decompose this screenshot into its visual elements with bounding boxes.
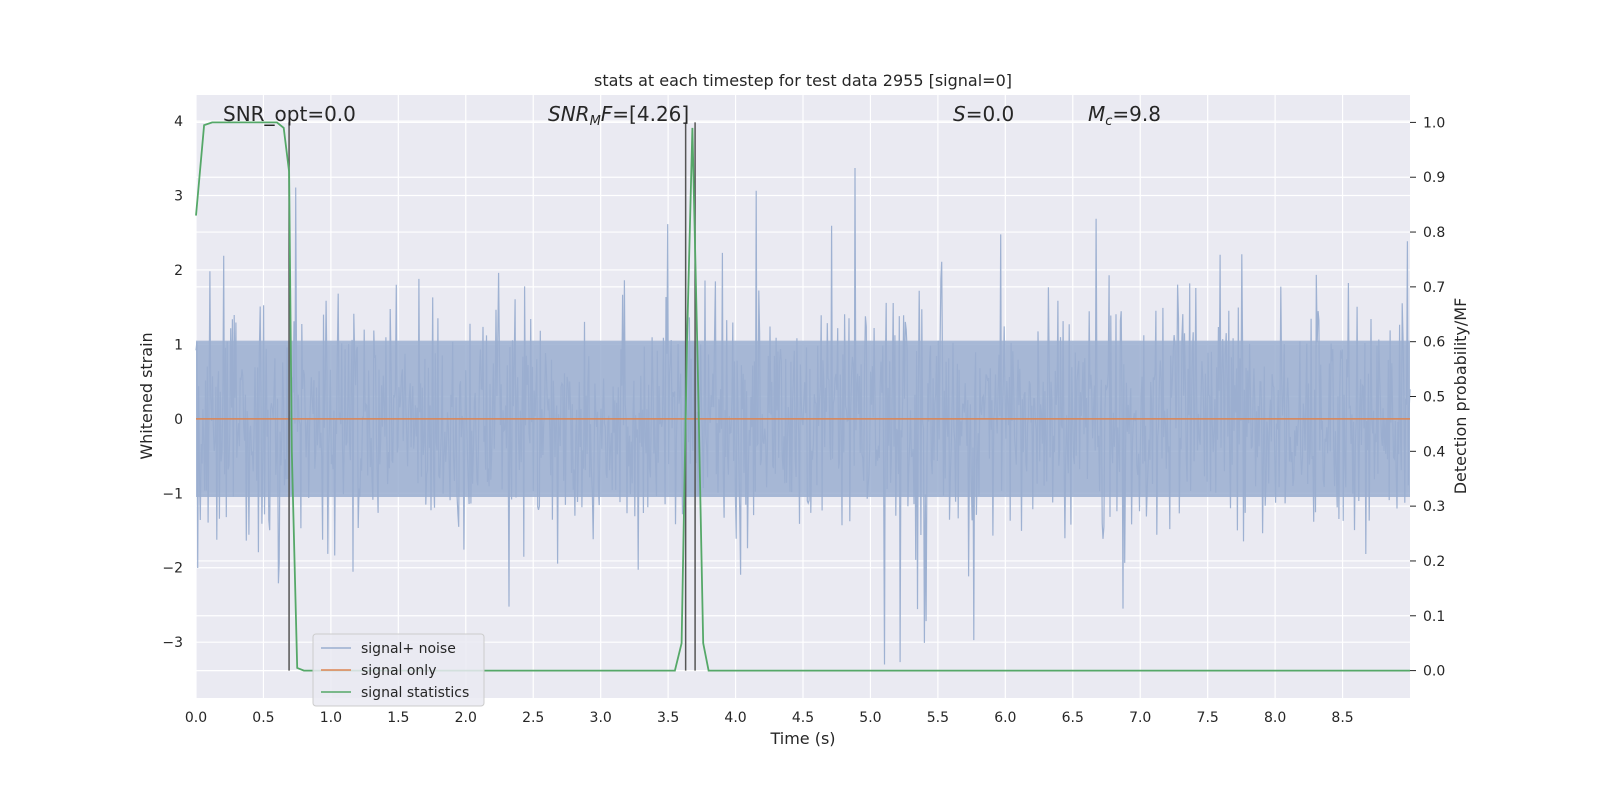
legend-label-signal-only: signal only	[361, 663, 436, 679]
y-axis-label: Whitened strain	[137, 332, 156, 459]
y2-tick-label: 0.2	[1423, 554, 1445, 570]
y2-tick-label: 0.4	[1423, 444, 1445, 460]
y-tick-label: 2	[174, 263, 183, 279]
y-tick-label: −2	[162, 561, 183, 577]
legend: signal+ noise signal only signal statist…	[312, 633, 485, 707]
annotation-snr-mf: SNRMF=[4.26]	[548, 102, 689, 129]
x-tick-label: 6.0	[994, 710, 1016, 726]
x-tick-label: 3.0	[590, 710, 612, 726]
x-tick-label: 8.5	[1331, 710, 1353, 726]
x-tick-label: 3.5	[657, 710, 679, 726]
x-tick-label: 6.5	[1062, 710, 1084, 726]
y2-tick-label: 1.0	[1423, 115, 1445, 131]
x-axis-ticks: 0.0 0.5 1.0 1.5 2.0 2.5 3.0 3.5 4.0 4.5 5.0 5.5 6.0 6…	[185, 710, 1354, 726]
x-tick-label: 5.5	[927, 710, 949, 726]
y2-tick-label: 0.8	[1423, 225, 1445, 241]
x-tick-label: 8.0	[1264, 710, 1286, 726]
x-tick-label: 4.5	[792, 710, 814, 726]
y2-axis-label: Detection probability/MF	[1451, 298, 1470, 495]
x-tick-label: 1.0	[320, 710, 342, 726]
y2-tick-label: 0.7	[1423, 280, 1445, 296]
y-tick-label: 3	[174, 189, 183, 205]
x-tick-label: 7.5	[1197, 710, 1219, 726]
legend-label-signal-noise: signal+ noise	[361, 641, 456, 657]
y2-tick-label: 0.0	[1423, 664, 1445, 680]
y-axis-ticks: −3 −2 −1 0 1 2 3 4	[162, 114, 183, 651]
annotation-mc: Mc=9.8	[1088, 102, 1161, 129]
legend-label-signal-statistics: signal statistics	[361, 685, 469, 701]
x-tick-label: 7.0	[1129, 710, 1151, 726]
x-axis-label: Time (s)	[769, 729, 835, 748]
annotation-snr-opt: SNR_opt=0.0	[223, 102, 356, 126]
y-tick-label: 4	[174, 114, 183, 130]
y2-tick-label: 0.5	[1423, 390, 1445, 406]
x-tick-label: 4.0	[724, 710, 746, 726]
x-tick-label: 5.0	[859, 710, 881, 726]
y2-tick-label: 0.3	[1423, 499, 1445, 515]
x-tick-label: 0.5	[252, 710, 274, 726]
y-tick-label: 0	[174, 412, 183, 428]
y-tick-label: −1	[162, 486, 183, 502]
y2-tick-label: 0.6	[1423, 335, 1445, 351]
x-tick-label: 0.0	[185, 710, 207, 726]
x-tick-label: 1.5	[387, 710, 409, 726]
y-tick-label: 1	[174, 337, 183, 353]
y2-tick-label: 0.9	[1423, 170, 1445, 186]
y2-axis-ticks: 0.0 0.1 0.2 0.3 0.4 0.5 0.6 0.7 0.8 0.9 1.0	[1410, 115, 1445, 680]
x-tick-label: 2.0	[455, 710, 477, 726]
chart-title: stats at each timestep for test data 295…	[594, 71, 1012, 90]
x-tick-label: 2.5	[522, 710, 544, 726]
y2-tick-label: 0.1	[1423, 609, 1445, 625]
legend-box	[312, 633, 485, 707]
annotation-s: S=0.0	[953, 102, 1014, 126]
y-tick-label: −3	[162, 635, 183, 651]
